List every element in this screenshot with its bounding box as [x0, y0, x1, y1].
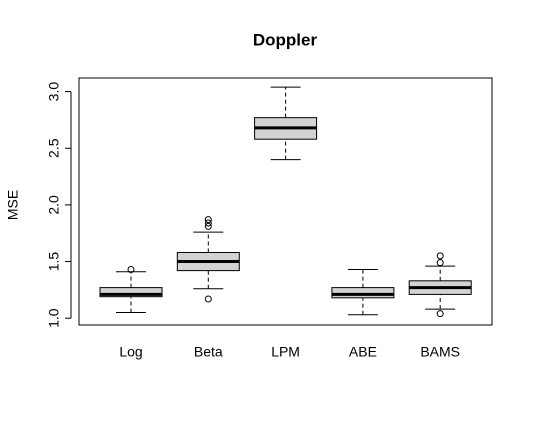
y-tick-label: 2.5: [46, 138, 62, 158]
box: [99, 287, 163, 298]
x-tick-label: BAMS: [420, 344, 460, 360]
outlier: [127, 265, 135, 273]
box: [331, 287, 395, 299]
x-tick-label: ABE: [349, 344, 377, 360]
x-tick-label: Log: [119, 344, 142, 360]
chart-title: Doppler: [253, 30, 318, 49]
outlier: [204, 219, 212, 227]
y-axis-label: MSE: [5, 190, 21, 220]
x-tick-label: LPM: [271, 344, 300, 360]
outlier: [436, 252, 444, 260]
x-tick-label: Beta: [194, 344, 223, 360]
outlier: [204, 222, 212, 230]
y-tick-label: 1.0: [46, 308, 62, 328]
y-tick-label: 2.0: [46, 195, 62, 215]
outlier: [204, 295, 212, 303]
outlier: [436, 259, 444, 267]
outlier: [204, 216, 212, 224]
outlier: [436, 310, 444, 318]
plot-frame: [78, 77, 493, 326]
y-tick-label: 1.5: [46, 252, 62, 272]
y-tick-label: 3.0: [46, 82, 62, 102]
